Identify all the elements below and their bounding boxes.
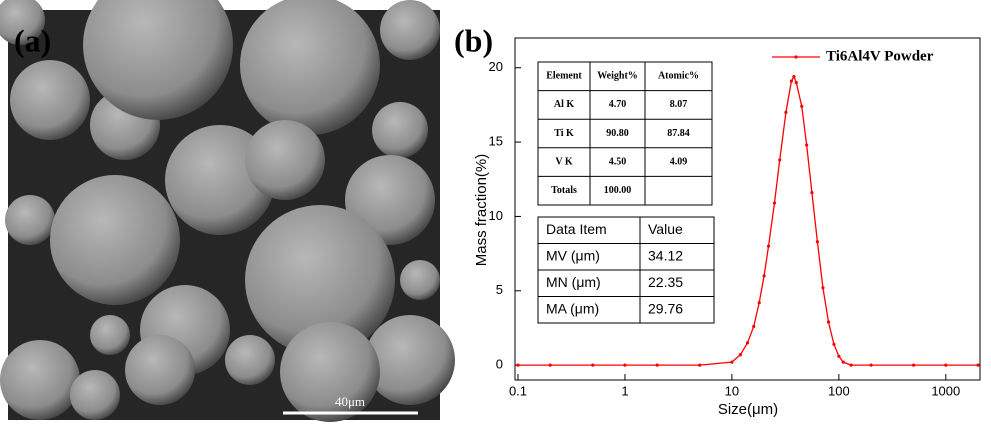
table-cell: Weight% [597,71,638,82]
table-cell: 29.76 [648,300,683,316]
table-cell: MA (μm) [546,300,599,316]
data-point [739,353,742,356]
data-point [730,361,733,364]
panel-label: (a) [14,22,51,58]
table-cell: 90.80 [606,128,629,139]
data-point [746,341,749,344]
data-point [944,364,947,367]
data-point [832,343,835,346]
table-cell: 4.50 [609,156,627,167]
table-cell: Al K [554,99,575,110]
sem-image: 40μm (a) [0,0,455,422]
data-point [837,355,840,358]
y-tick-label: 10 [489,208,503,223]
data-point [549,364,552,367]
figure: 40μm (a) (b) Size(μm) Mass fraction(%) 0… [0,0,991,427]
data-point [698,364,701,367]
data-point [767,245,770,248]
table-cell: MN (μm) [546,274,601,290]
data-point [821,286,824,289]
table-cell: Totals [551,185,577,196]
table-cell: Atomic% [658,71,699,82]
data-point [790,80,793,83]
table-cell: 87.84 [667,128,690,139]
x-tick-label: 1000 [931,383,960,398]
x-tick-label: 1 [621,383,628,398]
y-axis-label: Mass fraction(%) [473,154,490,267]
data-point [795,81,798,84]
x-tick-label: 100 [828,383,850,398]
data-point [842,361,845,364]
data-point [656,364,659,367]
legend-label: Ti6Al4V Powder [826,48,934,64]
panel-label: (b) [454,22,493,58]
table-cell: Ti K [554,128,574,139]
data-point [773,201,776,204]
x-tick-label: 0.1 [509,383,527,398]
x-tick-label: 10 [725,383,739,398]
x-axis-label: Size(μm) [718,401,778,418]
table-cell: Value [648,221,683,237]
table-cell: MV (μm) [546,247,600,263]
y-tick-label: 15 [489,134,503,149]
data-point [758,301,761,304]
data-point [869,364,872,367]
table-cell: V K [555,156,573,167]
table-cell: 34.12 [648,247,683,263]
table-cell: Element [546,71,582,82]
data-point [784,111,787,114]
y-tick-label: 20 [489,59,503,74]
data-point [827,320,830,323]
y-tick-label: 5 [496,282,503,297]
legend-marker [794,55,797,58]
data-point [516,364,519,367]
data-point [816,240,819,243]
table-cell: 4.09 [670,156,688,167]
data-point [849,364,852,367]
table-cell: Data Item [546,221,607,237]
table-cell: 4.70 [609,99,627,110]
data-point [800,105,803,108]
data-point [792,75,795,78]
table-cell: 8.07 [670,99,688,110]
data-point [805,143,808,146]
table-cell: 22.35 [648,274,683,290]
data-point [623,364,626,367]
data-point [810,191,813,194]
data-point [591,364,594,367]
scale-bar-label: 40μm [335,394,365,409]
data-point [912,364,915,367]
data-point [752,325,755,328]
data-point [976,364,979,367]
table-cell: 100.00 [604,185,632,196]
data-point [762,274,765,277]
data-point [778,158,781,161]
y-tick-label: 0 [496,357,503,372]
